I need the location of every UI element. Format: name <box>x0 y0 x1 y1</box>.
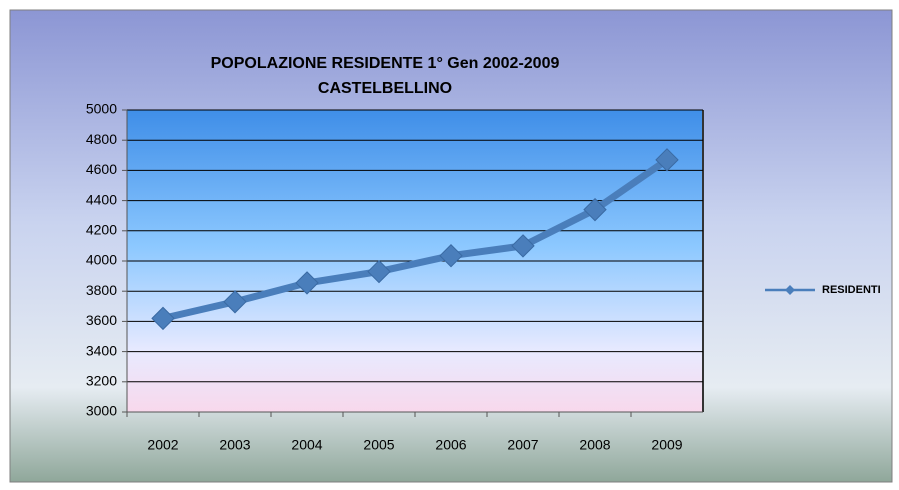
y-tick-label: 4800 <box>86 131 117 147</box>
marker <box>583 197 607 222</box>
y-tick-label: 3400 <box>86 342 117 358</box>
marker <box>367 259 391 284</box>
chart-title: POPOLAZIONE RESIDENTE 1° Gen 2002-2009 <box>211 55 560 72</box>
marker <box>223 290 247 314</box>
x-tick-label: 2008 <box>579 437 610 453</box>
x-tick-label: 2006 <box>435 437 466 453</box>
marker <box>655 148 679 172</box>
x-tick-label: 2009 <box>651 437 682 453</box>
marker <box>511 234 535 258</box>
y-tick-label: 4000 <box>86 252 117 268</box>
marker <box>295 271 319 295</box>
x-tick-label: 2003 <box>219 437 250 453</box>
x-tick-label: 2004 <box>291 437 322 453</box>
marker <box>439 244 463 268</box>
x-tick-label: 2002 <box>147 437 178 453</box>
y-tick-label: 5000 <box>86 101 117 117</box>
y-tick-label: 3600 <box>86 312 117 328</box>
y-tick-label: 4600 <box>86 161 117 177</box>
chart-subtitle: CASTELBELLINO <box>318 80 452 97</box>
y-tick-label: 3800 <box>86 282 117 298</box>
y-tick-label: 3000 <box>86 403 117 419</box>
legend-label: RESIDENTI <box>822 284 881 296</box>
y-tick-label: 4400 <box>86 191 117 207</box>
x-tick-label: 2005 <box>363 437 394 453</box>
y-tick-label: 4200 <box>86 222 117 238</box>
series-line <box>162 156 669 322</box>
marker <box>151 306 175 331</box>
y-tick-label: 3200 <box>86 373 117 389</box>
x-tick-label: 2007 <box>507 437 538 453</box>
legend-marker <box>785 285 795 295</box>
